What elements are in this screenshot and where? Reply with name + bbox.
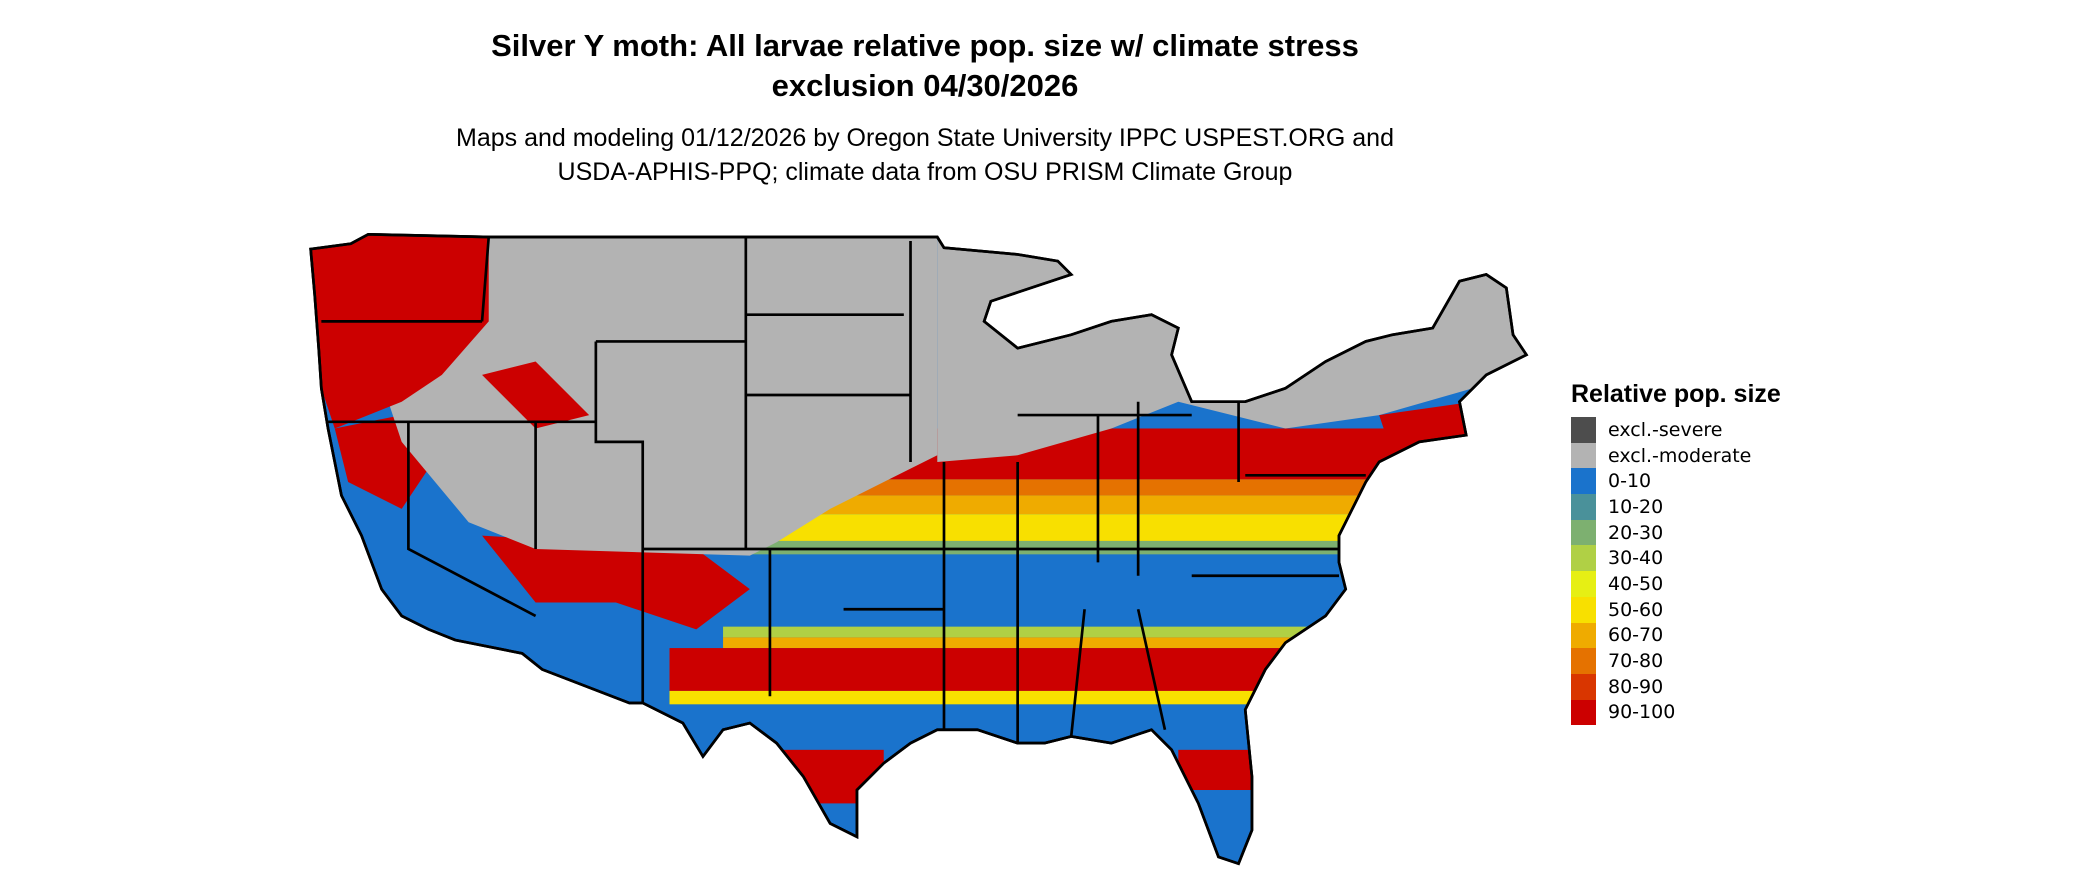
zone-90-100 (482, 361, 590, 429)
legend-swatch (1571, 596, 1596, 623)
legend-label: excl.-severe (1608, 418, 1723, 441)
zone-90-100 (482, 535, 750, 630)
legend-swatch (1571, 673, 1596, 700)
zone-90-100 (669, 648, 1393, 691)
legend-swatch (1571, 468, 1596, 495)
legend-item: 30-40 (1571, 545, 1781, 572)
legend-label: 10-20 (1608, 495, 1664, 518)
legend-label: 30-40 (1608, 547, 1664, 570)
legend-item: 10-20 (1571, 494, 1781, 520)
zone-30-40 (723, 626, 1393, 638)
map-title-line1: Silver Y moth: All larvae relative pop. … (491, 28, 1359, 63)
zone-50-60 (723, 514, 1393, 541)
legend-label: excl.-moderate (1608, 444, 1752, 467)
legend-swatch (1571, 571, 1596, 597)
legend-swatch (1571, 622, 1596, 649)
legend-item: 50-60 (1571, 596, 1781, 623)
zone-60-70 (723, 495, 1393, 515)
zone-excl-moderate (937, 234, 1527, 462)
legend-item: 60-70 (1571, 622, 1781, 649)
state-borders (309, 232, 1529, 866)
legend-label: 50-60 (1608, 598, 1664, 621)
zone-70-80 (723, 479, 1393, 496)
zone-excl-moderate (310, 234, 938, 556)
zone-90-100 (749, 749, 884, 804)
legend-item: 40-50 (1571, 571, 1781, 597)
legend-label: 70-80 (1608, 650, 1664, 673)
legend-item: excl.-severe (1571, 417, 1781, 443)
legend-label: 0-10 (1608, 470, 1652, 493)
legend-item: 90-100 (1571, 699, 1781, 726)
legend-label: 20-30 (1608, 521, 1664, 544)
subtitle-line1: Maps and modeling 01/12/2026 by Oregon S… (456, 124, 1394, 152)
zone-90-100 (1178, 749, 1259, 791)
legend-swatch (1571, 494, 1596, 520)
legend-swatch (1571, 417, 1596, 443)
legend-swatch (1571, 648, 1596, 674)
legend: Relative pop. size excl.-severe excl.-mod… (1571, 380, 1781, 726)
legend-item: excl.-moderate (1571, 442, 1781, 469)
legend-label: 80-90 (1608, 675, 1664, 698)
legend-swatch (1571, 545, 1596, 572)
legend-swatch (1571, 442, 1596, 469)
legend-swatch (1571, 699, 1596, 726)
subtitle-line2: USDA-APHIS-PPQ; climate data from OSU PR… (557, 158, 1293, 186)
legend-title: Relative pop. size (1571, 380, 1781, 408)
legend-label: 40-50 (1608, 572, 1664, 595)
legend-swatch (1571, 519, 1596, 546)
legend-label: 60-70 (1608, 624, 1664, 647)
zone-60-70 (723, 637, 1393, 649)
legend-item: 80-90 (1571, 673, 1781, 700)
legend-item: 0-10 (1571, 468, 1781, 495)
legend-label: 90-100 (1608, 701, 1676, 724)
legend-item: 70-80 (1571, 648, 1781, 674)
legend-item: 20-30 (1571, 519, 1781, 546)
map-title-line2: exclusion 04/30/2026 (771, 68, 1079, 103)
zone-50-60 (669, 690, 1393, 705)
